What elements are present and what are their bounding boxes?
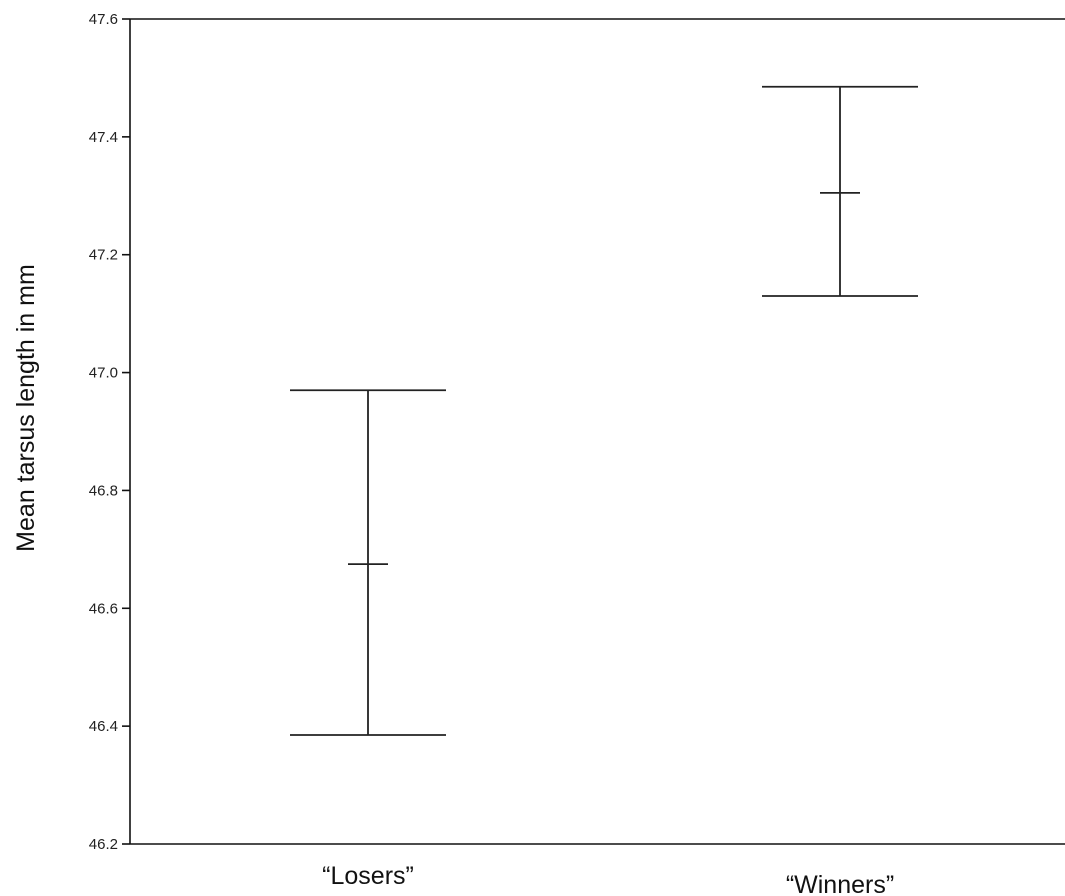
y-tick-label: 47.4 [89,129,118,146]
y-axis-title: Mean tarsus length in mm [12,264,40,552]
axes-group [129,18,1065,845]
y-ticks-group: 46.2 46.4 46.6 46.8 47.0 47.2 47.4 47.6 [89,11,130,853]
y-tick-label: 47.2 [89,247,118,264]
x-category-label: “Losers” [322,862,414,890]
y-tick-label: 46.2 [89,836,118,853]
errorbars-group [290,85,918,736]
y-tick-label: 46.6 [89,600,118,617]
y-tick-label: 46.4 [89,718,118,735]
y-tick-label: 47.6 [89,11,118,28]
x-category-labels-group: “Losers” “Winners” [322,862,894,896]
y-tick-label: 47.0 [89,365,118,382]
y-tick-label: 46.8 [89,482,118,499]
x-category-label: “Winners” [786,871,894,896]
